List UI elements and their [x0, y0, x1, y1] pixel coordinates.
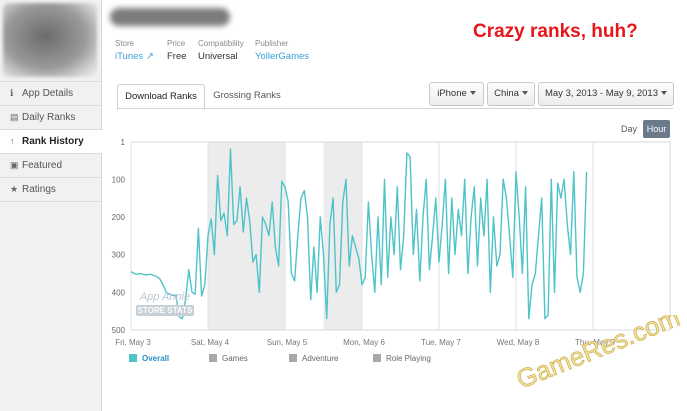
- compatibility-label: Compatibility: [198, 39, 244, 48]
- x-tick-label: Mon, May 6: [343, 338, 385, 347]
- sidebar-item-label: Ratings: [22, 184, 56, 195]
- app-annie-watermark: App Annie STORE STATS: [136, 291, 194, 316]
- external-link-icon: ↗: [145, 51, 154, 62]
- device-dropdown[interactable]: iPhone: [429, 82, 484, 106]
- price-value: Free: [167, 51, 187, 62]
- arrow-up-icon: ↑: [10, 136, 15, 146]
- legend-item-role-playing[interactable]: Role Playing: [373, 354, 431, 363]
- legend-item-games[interactable]: Games: [209, 354, 248, 363]
- gameres-watermark-text: GameRes.com: [515, 315, 684, 395]
- watermark-line2: STORE STATS: [136, 305, 194, 316]
- sidebar-nav: ℹ App Details ▤ Daily Ranks ↑ Rank History …: [0, 81, 103, 202]
- sidebar: ℹ App Details ▤ Daily Ranks ↑ Rank History …: [0, 0, 103, 411]
- chevron-down-icon: [661, 91, 667, 96]
- document-icon: ▤: [10, 112, 19, 122]
- tab-download-ranks[interactable]: Download Ranks: [117, 84, 205, 110]
- x-tick-label: Sat, May 4: [191, 338, 230, 347]
- chevron-down-icon: [521, 91, 528, 96]
- date-range-dropdown[interactable]: May 3, 2013 - May 9, 2013: [538, 82, 674, 106]
- sidebar-item-daily-ranks[interactable]: ▤ Daily Ranks: [0, 105, 101, 129]
- price-meta: Price Free: [167, 39, 187, 62]
- y-tick-label: 200: [112, 213, 126, 222]
- x-tick-label: Fri, May 3: [115, 338, 151, 347]
- compatibility-value: Universal: [198, 51, 238, 62]
- x-tick-label: Thu, May 9: [575, 338, 616, 347]
- tab-grossing-ranks[interactable]: Grossing Ranks: [213, 90, 281, 101]
- legend-swatch: [373, 354, 381, 362]
- legend-swatch: [209, 354, 217, 362]
- x-tick-label: Tue, May 7: [421, 338, 461, 347]
- annotation-text: Crazy ranks, huh?: [473, 21, 638, 42]
- gameres-watermark: GameRes.com: [515, 315, 684, 395]
- publisher-link[interactable]: YollerGames: [255, 51, 310, 62]
- sidebar-item-featured[interactable]: ▣ Featured: [0, 153, 101, 177]
- store-link[interactable]: iTunes ↗: [115, 51, 154, 62]
- sidebar-item-ratings[interactable]: ★ Ratings: [0, 177, 101, 202]
- legend-item-overall[interactable]: Overall: [129, 354, 169, 363]
- sidebar-item-label: Rank History: [22, 136, 84, 147]
- app-name-blurred: [110, 8, 230, 26]
- legend-swatch: [289, 354, 297, 362]
- country-dropdown[interactable]: China: [487, 82, 535, 106]
- sidebar-item-label: Featured: [22, 160, 63, 171]
- watermark-line1: App Annie: [139, 291, 191, 303]
- hour-toggle[interactable]: Hour: [643, 120, 670, 138]
- y-tick-label: 400: [112, 288, 126, 297]
- sidebar-item-label: Daily Ranks: [22, 112, 76, 123]
- legend-item-adventure[interactable]: Adventure: [289, 354, 338, 363]
- star-icon: ★: [10, 184, 19, 194]
- series-line-overall: [130, 148, 588, 320]
- sidebar-item-label: App Details: [22, 88, 74, 99]
- compatibility-meta: Compatibility Universal: [198, 39, 244, 62]
- publisher-label: Publisher: [255, 39, 289, 48]
- tabs-divider: [117, 108, 673, 109]
- y-tick-label: 100: [112, 175, 126, 184]
- chevron-down-icon: [469, 91, 476, 96]
- day-toggle[interactable]: Day: [620, 124, 637, 134]
- y-tick-label: 300: [112, 251, 126, 260]
- x-tick-label: Sun, May 5: [267, 338, 308, 347]
- featured-icon: ▣: [10, 160, 19, 170]
- sidebar-item-app-details[interactable]: ℹ App Details: [0, 81, 101, 105]
- price-label: Price: [167, 39, 186, 48]
- shaded-range: [208, 142, 285, 330]
- sidebar-item-rank-history[interactable]: ↑ Rank History: [0, 129, 103, 153]
- x-tick-label: Wed, May 8: [497, 338, 540, 347]
- publisher-meta: Publisher YollerGames: [255, 39, 309, 62]
- store-label: Store: [115, 39, 135, 48]
- app-icon-blurred: [3, 3, 97, 77]
- store-meta: Store iTunes ↗: [115, 39, 154, 62]
- legend-swatch: [129, 354, 137, 362]
- info-icon: ℹ: [10, 88, 14, 98]
- y-tick-label: 1: [121, 138, 126, 147]
- y-tick-label: 500: [112, 326, 126, 335]
